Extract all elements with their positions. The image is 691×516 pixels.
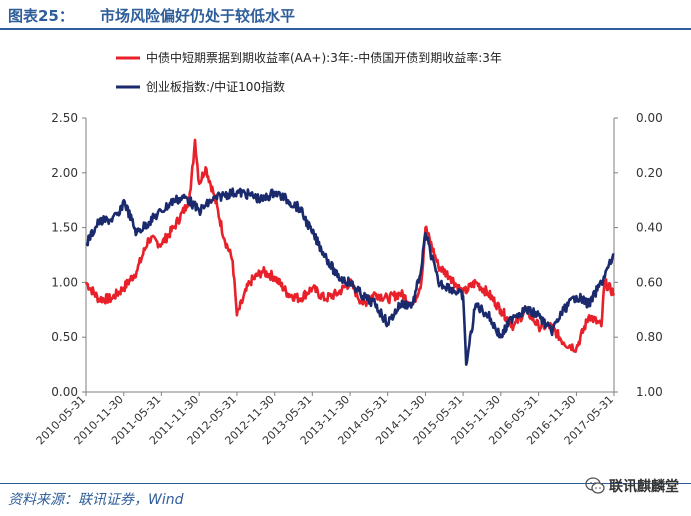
wechat-icon [585, 477, 605, 494]
figure-label: 图表25： [8, 7, 74, 25]
legend-label-red: 中债中短期票据到期收益率(AA+):3年:-中债国开债到期收益率:3年 [146, 50, 502, 65]
dual-axis-line-chart: 中债中短期票据到期收益率(AA+):3年:-中债国开债到期收益率:3年 创业板指… [34, 50, 663, 447]
y-left-tick-label: 2.00 [51, 166, 78, 180]
y-left-tick-label: 1.00 [51, 275, 78, 289]
chart-axes [85, 118, 615, 393]
series-line-chinext-ratio [85, 187, 615, 366]
figure-title: 市场风险偏好仍处于较低水平 [100, 7, 296, 25]
y-right-tick-label: 0.40 [636, 221, 663, 235]
y-left-tick-label: 0.00 [51, 385, 78, 399]
y-left-tick-label: 2.50 [51, 111, 78, 125]
source-note: 资料来源：联讯证券，Wind [8, 492, 184, 508]
y-right-tick-label: 0.00 [636, 111, 663, 125]
y-right-tick-label: 0.80 [636, 330, 663, 344]
y-right-tick-label: 0.60 [636, 275, 663, 289]
chart-series-group [84, 138, 616, 366]
y-right-tick-label: 0.20 [636, 166, 663, 180]
figure-header: 图表25： 市场风险偏好仍处于较低水平 [0, 0, 691, 30]
y-left-tick-label: 0.50 [51, 330, 78, 344]
header-divider [0, 28, 691, 30]
y-left-tick-label: 1.50 [51, 221, 78, 235]
brand: 联讯麒麟堂 [585, 476, 679, 496]
legend-label-navy: 创业板指数:/中证100指数 [146, 79, 285, 94]
chart-legend: 中债中短期票据到期收益率(AA+):3年:-中债国开债到期收益率:3年 创业板指… [116, 50, 502, 94]
footer-divider [0, 483, 691, 484]
series-line-credit-spread [84, 138, 616, 354]
y-right-tick-label: 1.00 [636, 385, 663, 399]
brand-name: 联讯麒麟堂 [609, 479, 679, 495]
